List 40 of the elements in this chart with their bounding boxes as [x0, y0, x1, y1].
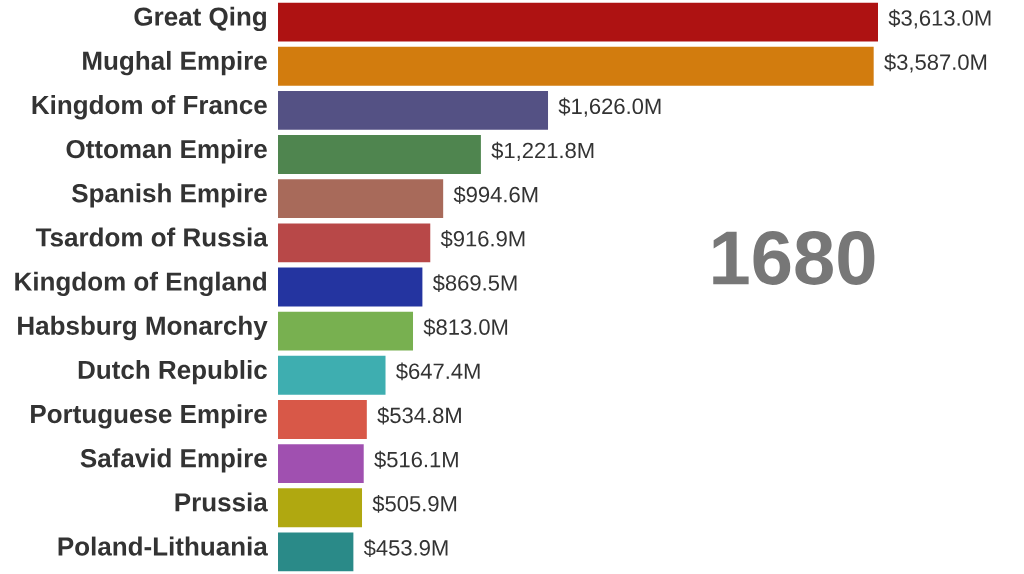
- y-tick-label: Safavid Empire: [80, 448, 267, 473]
- bar: [278, 311, 414, 351]
- data-label: $3,613.0M: [888, 9, 991, 29]
- y-tick-label: Spanish Empire: [72, 183, 267, 208]
- data-label: $869.5M: [432, 274, 517, 293]
- y-tick-label: Dutch Republic: [78, 359, 267, 385]
- y-tick-label: Great Qing: [134, 6, 266, 32]
- bar: [278, 532, 354, 572]
- bar: [278, 488, 363, 528]
- data-label: $516.1M: [374, 450, 458, 469]
- y-tick-label: Tsardom of Russia: [35, 227, 268, 247]
- y-tick-label: Portuguese Empire: [31, 404, 267, 429]
- bar: [278, 90, 549, 130]
- y-tick-label: Ottoman Empire: [66, 139, 267, 164]
- y-tick-label: Poland-Lithuania: [58, 536, 268, 556]
- annotation: 1680: [713, 231, 875, 285]
- data-label: $994.6M: [453, 185, 538, 204]
- data-label: $916.9M: [440, 230, 525, 248]
- bar: [278, 267, 423, 307]
- bar: [278, 135, 481, 174]
- data-label: $647.4M: [396, 362, 480, 381]
- data-label: $453.9M: [363, 539, 448, 557]
- data-label: $3,587.0M: [884, 53, 987, 73]
- data-label: $1,221.8M: [491, 141, 594, 161]
- bar: [278, 444, 364, 484]
- data-label: $1,626.0M: [558, 97, 661, 117]
- bar: [278, 355, 386, 395]
- data-label: $505.9M: [372, 494, 457, 513]
- y-tick-label: Prussia: [175, 492, 268, 512]
- bar: [278, 223, 431, 263]
- data-label: $534.8M: [377, 406, 461, 425]
- y-tick-label: Mughal Empire: [83, 50, 267, 76]
- bar: [278, 2, 878, 42]
- bar: [278, 400, 367, 439]
- bar: [278, 46, 874, 86]
- bar: [278, 179, 444, 219]
- y-tick-label: Kingdom of England: [15, 271, 267, 297]
- y-tick-label: Habsburg Monarchy: [18, 315, 268, 341]
- y-tick-label: Kingdom of France: [32, 95, 267, 120]
- data-label: $813.0M: [423, 318, 508, 337]
